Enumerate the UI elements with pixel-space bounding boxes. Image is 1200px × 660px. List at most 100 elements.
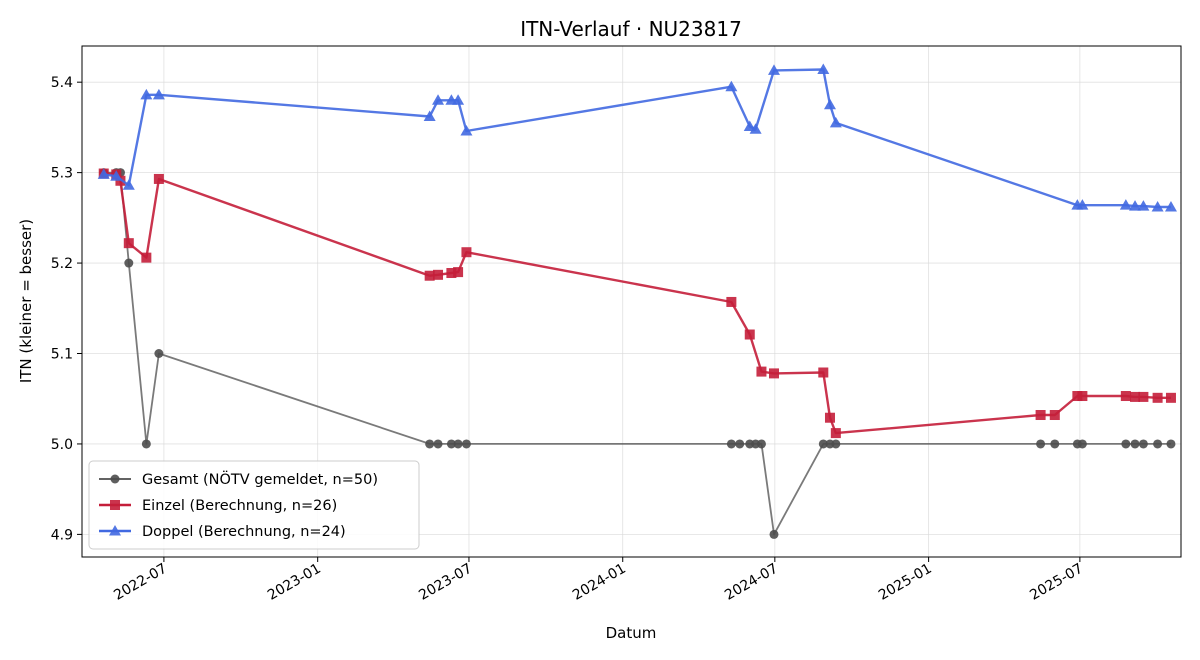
einzel-point — [1138, 391, 1149, 402]
doppel-point — [423, 110, 436, 122]
einzel-point — [115, 175, 126, 186]
einzel-point — [123, 238, 134, 249]
doppel-point — [1076, 199, 1089, 210]
gesamt-point — [124, 258, 134, 268]
doppel-point — [817, 63, 830, 75]
einzel-point — [424, 270, 435, 281]
einzel-point — [830, 428, 841, 439]
einzel-point — [1035, 410, 1046, 421]
gesamt-point — [726, 439, 736, 449]
einzel-point — [1120, 391, 1131, 402]
einzel-point — [446, 268, 457, 279]
x-tick-label: 2024-07 — [722, 561, 781, 604]
gesamt-point — [154, 349, 164, 359]
einzel-point — [433, 269, 444, 280]
legend-item-einzel: Einzel (Berechnung, n=26) — [99, 498, 337, 514]
y-tick-label: 5.3 — [51, 166, 73, 182]
series-group — [97, 63, 1177, 212]
doppel-point — [432, 94, 445, 105]
einzel-point — [726, 296, 737, 307]
einzel-point — [756, 366, 767, 377]
doppel-point — [767, 64, 780, 75]
einzel-point — [818, 367, 829, 378]
doppel-point — [460, 125, 473, 136]
einzel-point — [141, 252, 152, 263]
gesamt-point — [1121, 439, 1131, 449]
einzel-point — [453, 267, 464, 278]
einzel-point — [153, 173, 164, 184]
legend-marker — [110, 474, 120, 484]
legend-box — [88, 460, 420, 550]
gesamt-point — [769, 529, 779, 539]
gesamt-point — [818, 439, 828, 449]
y-tick-label: 4.9 — [51, 527, 73, 543]
series-group — [99, 168, 1176, 539]
doppel-point — [1129, 200, 1142, 211]
gesamt-point — [1153, 439, 1163, 449]
x-tick-label: 2025-01 — [876, 561, 935, 604]
doppel-point — [829, 116, 842, 128]
y-axis-title: ITN (kleiner = besser) — [17, 219, 35, 383]
doppel-point — [1137, 200, 1150, 211]
doppel-point — [122, 179, 135, 190]
legend-marker — [110, 500, 120, 510]
gesamt-point — [756, 439, 766, 449]
legend: Gesamt (NÖTV gemeldet, n=50) Einzel (Bere… — [88, 460, 420, 550]
legend-label: Gesamt (NÖTV gemeldet, n=50) — [142, 470, 378, 488]
doppel-point — [110, 170, 123, 181]
einzel-point — [461, 247, 472, 258]
series-group — [98, 168, 1176, 439]
y-tick-label: 5.2 — [51, 256, 73, 272]
gesamt-point — [1166, 439, 1176, 449]
gesamt-point — [1130, 439, 1140, 449]
gesamt-point — [453, 439, 463, 449]
einzel-point — [1072, 391, 1083, 402]
gesamt-point — [1077, 439, 1087, 449]
gesamt-point — [1036, 439, 1046, 449]
gesamt-point — [831, 439, 841, 449]
gesamt-point — [446, 439, 456, 449]
y-tick-label: 5.1 — [51, 347, 73, 363]
einzel-point — [1152, 392, 1163, 403]
legend-label: Einzel (Berechnung, n=26) — [142, 498, 337, 514]
legend-label: Doppel (Berechnung, n=24) — [142, 524, 346, 540]
x-axis: 2022-07 2023-01 2023-07 2024-01 2024-07 2025-… — [111, 557, 1086, 604]
x-tick-label: 2022-07 — [111, 561, 170, 604]
x-axis-title: Datum — [606, 624, 657, 642]
gesamt-point — [461, 439, 471, 449]
gesamt-point — [1138, 439, 1148, 449]
y-axis: 4.9 5.0 5.1 5.2 5.3 5.4 — [51, 75, 82, 543]
einzel-series-line — [103, 172, 1171, 435]
doppel-point — [452, 94, 465, 105]
y-tick-label: 5.0 — [51, 437, 73, 453]
doppel-point — [749, 123, 762, 134]
gesamt-point — [425, 439, 435, 449]
einzel-point — [1049, 410, 1060, 421]
x-tick-label: 2023-07 — [416, 561, 475, 604]
x-tick-label: 2023-01 — [265, 561, 324, 604]
einzel-point — [824, 412, 835, 423]
doppel-point — [152, 88, 165, 100]
legend-marker — [109, 525, 121, 536]
einzel-point — [1130, 391, 1141, 402]
legend-item-doppel: Doppel (Berechnung, n=24) — [99, 524, 346, 540]
doppel-point — [725, 80, 738, 92]
series-layer — [97, 63, 1177, 539]
einzel-point — [1077, 391, 1088, 402]
gesamt-point — [433, 439, 443, 449]
gesamt-point — [735, 439, 745, 449]
einzel-point — [1165, 392, 1176, 403]
einzel-point — [744, 329, 755, 340]
doppel-point — [1151, 200, 1164, 212]
legend-item-gesamt: Gesamt (NÖTV gemeldet, n=50) — [99, 470, 378, 488]
x-tick-label: 2024-01 — [570, 561, 629, 604]
doppel-series-line — [103, 68, 1171, 209]
y-tick-label: 5.4 — [51, 75, 73, 91]
doppel-point — [140, 88, 153, 100]
einzel-point — [768, 368, 779, 379]
gesamt-point — [1050, 439, 1060, 449]
gesamt-point — [141, 439, 151, 449]
doppel-point — [1119, 199, 1132, 210]
x-tick-label: 2025-07 — [1027, 561, 1086, 604]
